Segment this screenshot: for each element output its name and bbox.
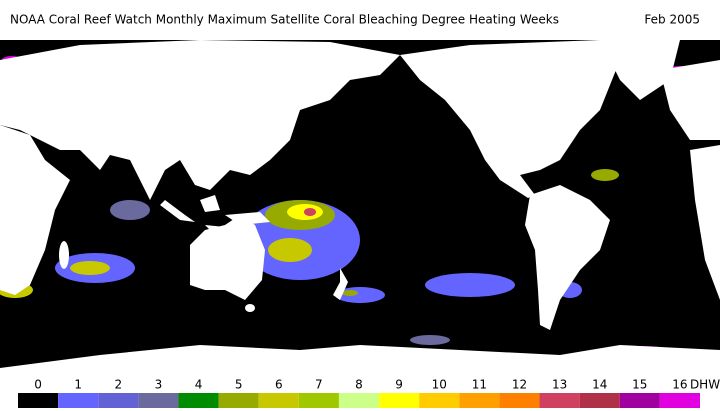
north-america — [400, 40, 620, 198]
eurasia — [0, 40, 400, 200]
patch — [304, 208, 316, 216]
greenland — [600, 40, 680, 100]
title: NOAA Coral Reef Watch Monthly Maximum Sa… — [10, 13, 559, 27]
colorbar: 0 1 2 3 4 5 6 7 8 9 10 11 12 13 14 15 16 DHW — [18, 378, 720, 408]
legend-label: 10 — [432, 378, 447, 392]
legend-swatch — [338, 393, 380, 408]
patch — [410, 335, 450, 345]
date: Feb 2005 — [644, 13, 700, 27]
legend-label: 14 — [592, 378, 607, 392]
patch — [591, 169, 619, 181]
legend-label: 9 — [395, 378, 403, 392]
legend-label: 8 — [355, 378, 363, 392]
patch — [110, 200, 150, 220]
antarctica — [0, 345, 720, 370]
legend-swatch — [178, 393, 219, 408]
legend-swatch — [619, 393, 660, 408]
legend-swatch — [298, 393, 339, 408]
africa — [0, 125, 70, 295]
map — [0, 40, 720, 370]
legend-swatch — [499, 393, 540, 408]
legend-label: 6 — [275, 378, 283, 392]
patch — [342, 290, 358, 296]
legend-swatch — [379, 393, 420, 408]
legend-swatch — [419, 393, 460, 408]
legend-label: 11 — [472, 378, 487, 392]
legend-swatch — [138, 393, 179, 408]
legend-swatch — [579, 393, 620, 408]
legend-swatch — [18, 393, 59, 408]
legend-label: 15 — [632, 378, 647, 392]
legend-label: 0 — [34, 378, 42, 392]
legend-label: 12 — [512, 378, 527, 392]
legend-label: 2 — [114, 378, 122, 392]
new-zealand — [333, 268, 348, 300]
legend-swatch — [98, 393, 139, 408]
south-america — [525, 185, 610, 330]
legend-label: 3 — [155, 378, 163, 392]
legend-swatch — [659, 393, 700, 408]
patch — [425, 273, 515, 297]
madagascar — [59, 241, 69, 269]
legend-label: 1 — [74, 378, 82, 392]
legend-swatch — [58, 393, 99, 408]
legend-label: 5 — [235, 378, 243, 392]
heat-patches — [0, 56, 692, 360]
legend-label: 4 — [195, 378, 203, 392]
japan — [255, 120, 272, 150]
legend-label: 16 — [672, 378, 687, 392]
patch — [268, 238, 312, 262]
legend-swatch — [459, 393, 500, 408]
land — [0, 40, 720, 370]
legend-swatch — [218, 393, 259, 408]
legend-swatch — [258, 393, 299, 408]
europe — [660, 60, 720, 140]
australia — [190, 215, 265, 300]
africa-east — [690, 145, 720, 300]
legend-label: 13 — [552, 378, 567, 392]
legend-label: 7 — [315, 378, 323, 392]
tasmania — [245, 304, 255, 312]
legend-swatch — [539, 393, 580, 408]
legend-unit: DHW — [690, 378, 720, 392]
patch — [70, 261, 110, 275]
